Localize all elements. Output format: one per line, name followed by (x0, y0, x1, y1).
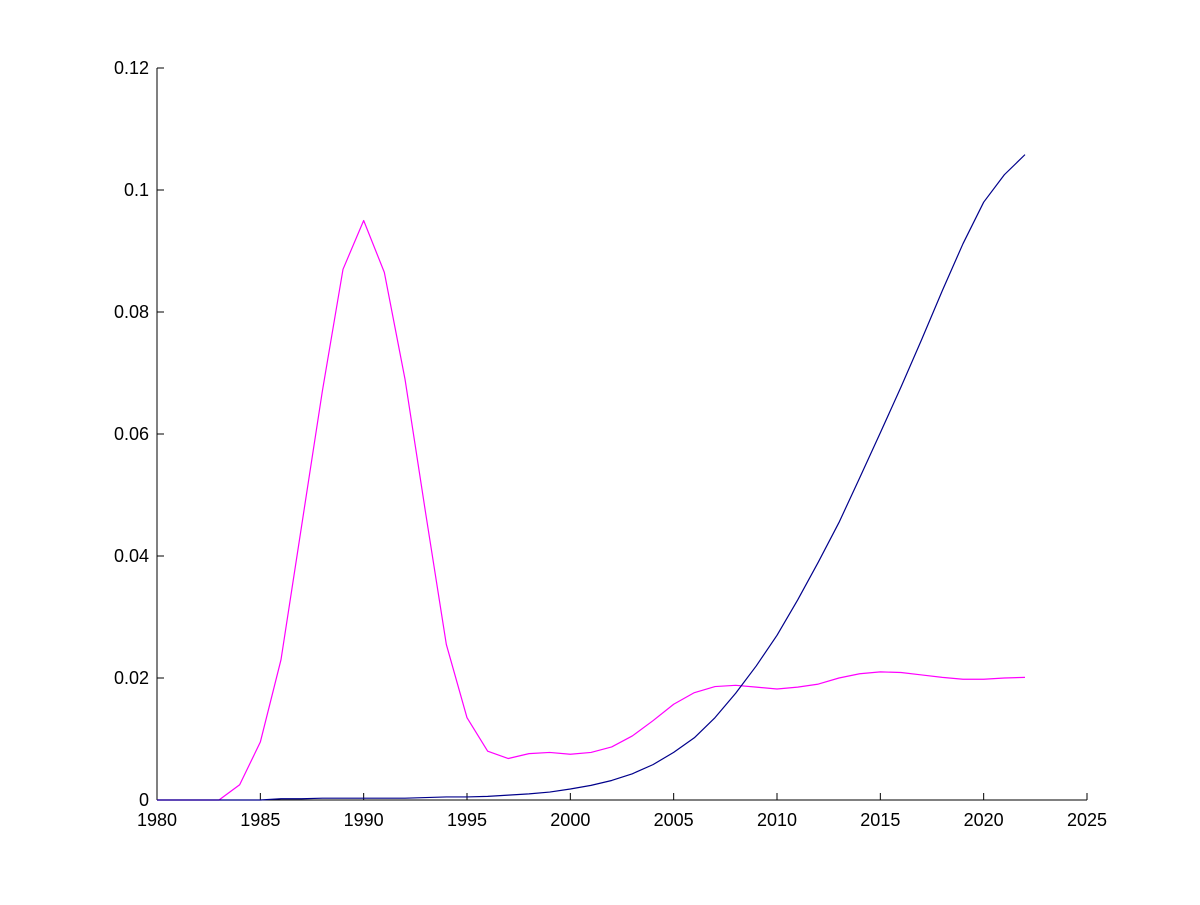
series-lines (157, 154, 1026, 801)
x-tick-label: 1980 (137, 810, 177, 830)
x-tick-label: 2000 (550, 810, 590, 830)
y-tick-label: 0.08 (114, 302, 149, 322)
y-tick-label: 0.02 (114, 668, 149, 688)
axes (156, 68, 1087, 801)
x-tick-label: 1990 (344, 810, 384, 830)
y-tick-label: 0.1 (124, 180, 149, 200)
x-axis-ticks: 1980 1985 1990 1995 2000 2005 2010 2015 2020 2025 (137, 793, 1107, 830)
x-tick-label: 2015 (860, 810, 900, 830)
series-line-navy (157, 154, 1026, 801)
y-tick-label: 0.12 (114, 58, 149, 78)
y-tick-label: 0.06 (114, 424, 149, 444)
y-tick-label: 0.04 (114, 546, 149, 566)
x-tick-label: 2025 (1067, 810, 1107, 830)
x-tick-label: 2020 (964, 810, 1004, 830)
x-tick-label: 2010 (757, 810, 797, 830)
y-axis-ticks: 0 0.02 0.04 0.06 0.08 0.1 0.12 (114, 58, 164, 810)
x-tick-label: 1985 (240, 810, 280, 830)
x-tick-label: 1995 (447, 810, 487, 830)
y-tick-label: 0 (139, 790, 149, 810)
x-tick-label: 2005 (654, 810, 694, 830)
series-line-magenta (157, 219, 1026, 801)
